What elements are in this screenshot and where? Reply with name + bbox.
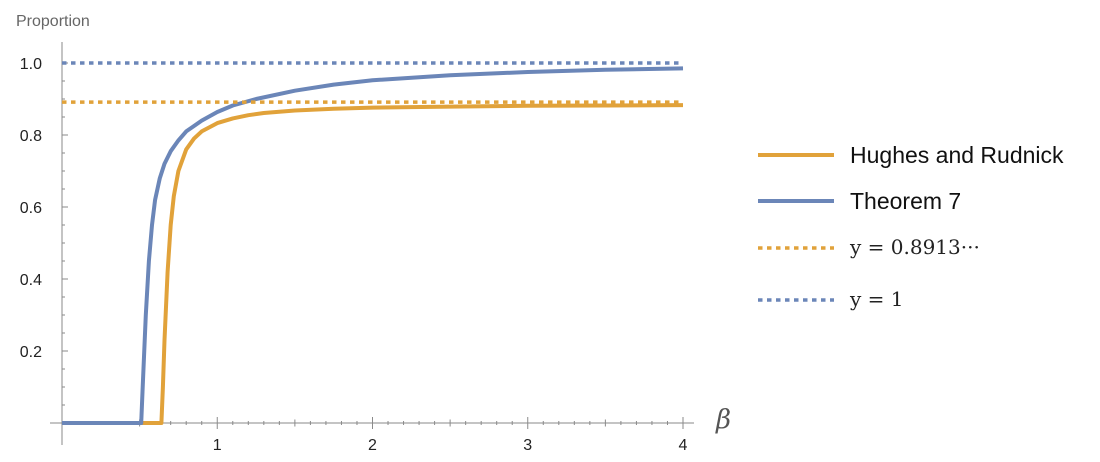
legend: Hughes and Rudnick Theorem 7 y = 0.8913···… [758, 142, 1064, 311]
y-tick-label: 0.8 [20, 128, 42, 145]
y-tick-label: 0.6 [20, 200, 42, 217]
y-axis-label: Proportion [16, 13, 90, 30]
x-tick-label: 4 [679, 437, 688, 454]
series-lines [62, 61, 684, 425]
legend-label: y = 0.8913··· [849, 235, 980, 259]
x-axis-label: β [715, 405, 731, 435]
x-tick-label: 3 [523, 437, 532, 454]
legend-label: Theorem 7 [850, 188, 961, 214]
axis-ticks: 1 2 3 4 0.2 0.4 0.6 0.8 1.0 [20, 56, 688, 454]
legend-label: Hughes and Rudnick [850, 142, 1064, 168]
series-line [62, 66, 684, 425]
x-tick-label: 1 [213, 437, 222, 454]
series-line [62, 103, 684, 425]
legend-label: y = 1 [849, 287, 904, 311]
y-tick-label: 0.4 [20, 272, 42, 289]
y-tick-label: 0.2 [20, 344, 42, 361]
y-tick-label: 1.0 [20, 56, 42, 73]
x-tick-label: 2 [368, 437, 377, 454]
